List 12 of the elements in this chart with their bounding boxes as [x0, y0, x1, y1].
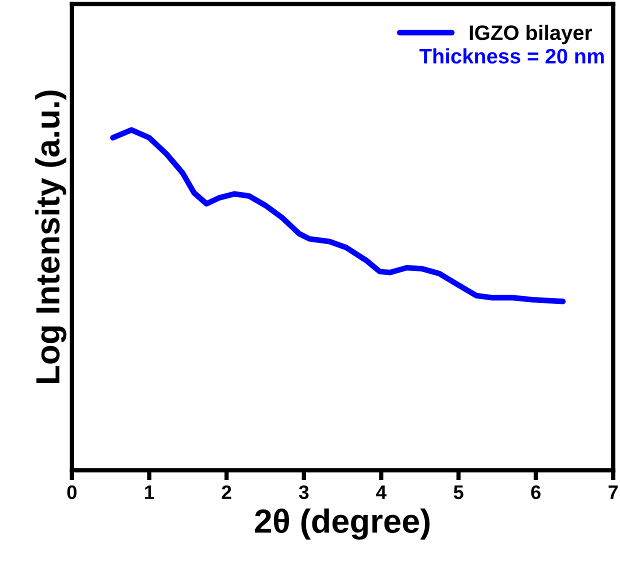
- x-tick-label: 6: [531, 485, 541, 500]
- text: Thickness = 20 nm: [419, 48, 604, 64]
- x-axis-title: 2θ (degree): [255, 508, 430, 540]
- x-tick-label: 7: [608, 486, 618, 499]
- x-tick-label: 1: [145, 486, 154, 499]
- x-tick-label: 0: [67, 485, 77, 500]
- legend-label: IGZO bilayer: [470, 24, 592, 44]
- x-tick-label: 4: [376, 486, 387, 499]
- x-tick-label: 5: [454, 486, 464, 500]
- x-tick-label: 2: [222, 485, 232, 499]
- y-axis-title: Log Intensity (a.u.): [35, 90, 66, 384]
- x-tick-label: 3: [298, 485, 309, 500]
